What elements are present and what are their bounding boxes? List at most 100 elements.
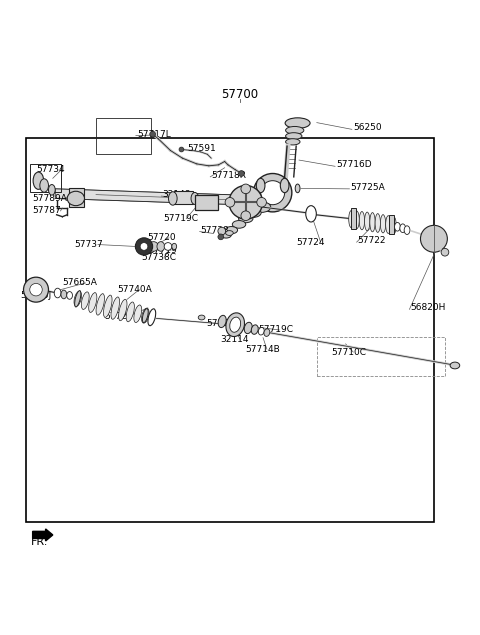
Ellipse shape <box>252 202 271 212</box>
Circle shape <box>30 283 42 296</box>
Ellipse shape <box>380 215 385 233</box>
Ellipse shape <box>225 227 238 234</box>
Circle shape <box>218 227 226 235</box>
Ellipse shape <box>191 192 199 204</box>
Ellipse shape <box>218 316 226 328</box>
Circle shape <box>241 184 251 194</box>
Circle shape <box>229 185 263 219</box>
Ellipse shape <box>286 133 302 140</box>
Ellipse shape <box>280 178 289 192</box>
Text: 57720: 57720 <box>147 233 176 243</box>
Text: 57716D: 57716D <box>336 161 372 170</box>
Ellipse shape <box>370 213 375 232</box>
Circle shape <box>257 197 266 207</box>
Ellipse shape <box>172 243 177 250</box>
Ellipse shape <box>354 211 359 229</box>
Ellipse shape <box>143 309 148 323</box>
Circle shape <box>441 248 449 256</box>
Text: 57725A: 57725A <box>350 184 385 192</box>
Text: 57722: 57722 <box>358 236 386 245</box>
Bar <box>30 164 61 192</box>
Ellipse shape <box>148 309 156 326</box>
Ellipse shape <box>221 232 231 238</box>
Ellipse shape <box>111 297 120 319</box>
Ellipse shape <box>168 192 177 205</box>
Ellipse shape <box>400 224 406 232</box>
Text: 57738: 57738 <box>201 225 229 235</box>
Text: 57591: 57591 <box>187 144 216 153</box>
Text: FR.: FR. <box>31 537 48 547</box>
Ellipse shape <box>264 329 270 337</box>
Ellipse shape <box>306 206 316 222</box>
Ellipse shape <box>96 293 105 315</box>
Ellipse shape <box>348 210 354 228</box>
Circle shape <box>420 225 447 252</box>
Text: 57789A: 57789A <box>33 194 68 203</box>
Ellipse shape <box>375 213 380 232</box>
Text: 57719: 57719 <box>148 246 177 255</box>
Text: 57718R: 57718R <box>211 171 246 180</box>
Text: 56820J: 56820J <box>20 291 51 300</box>
Ellipse shape <box>391 217 396 234</box>
Circle shape <box>24 277 48 302</box>
Ellipse shape <box>89 293 97 312</box>
Ellipse shape <box>40 179 48 192</box>
Ellipse shape <box>54 288 61 298</box>
Ellipse shape <box>230 317 240 332</box>
Bar <box>317 337 445 376</box>
Bar <box>389 215 394 234</box>
Bar <box>26 138 434 521</box>
Circle shape <box>150 131 156 137</box>
Ellipse shape <box>74 291 82 306</box>
Ellipse shape <box>244 323 252 333</box>
Text: 57724: 57724 <box>206 319 235 328</box>
Text: 32148: 32148 <box>162 190 191 199</box>
Text: 56820H: 56820H <box>410 304 446 312</box>
Ellipse shape <box>33 172 44 189</box>
Ellipse shape <box>359 211 365 230</box>
Ellipse shape <box>285 118 310 128</box>
Ellipse shape <box>48 185 55 195</box>
Ellipse shape <box>386 216 391 234</box>
Ellipse shape <box>364 212 370 231</box>
Circle shape <box>253 173 292 212</box>
Text: 57719C: 57719C <box>163 214 198 223</box>
Ellipse shape <box>450 362 460 369</box>
Text: 57717L: 57717L <box>137 130 170 138</box>
Ellipse shape <box>81 292 89 309</box>
Ellipse shape <box>286 126 304 134</box>
Circle shape <box>218 234 224 240</box>
Text: 57722: 57722 <box>105 312 133 321</box>
Ellipse shape <box>104 295 112 318</box>
Ellipse shape <box>404 226 410 234</box>
Ellipse shape <box>286 138 300 145</box>
Text: 57700: 57700 <box>221 88 259 101</box>
Text: 57714B: 57714B <box>245 345 279 354</box>
Ellipse shape <box>142 308 149 323</box>
Ellipse shape <box>134 305 142 323</box>
Circle shape <box>241 211 251 220</box>
Ellipse shape <box>61 290 67 299</box>
Ellipse shape <box>67 191 84 206</box>
Ellipse shape <box>157 242 165 251</box>
Text: 57737: 57737 <box>74 240 103 249</box>
Text: 56250: 56250 <box>353 123 382 133</box>
Text: 57710C: 57710C <box>331 347 366 357</box>
Bar <box>174 190 193 204</box>
Ellipse shape <box>232 220 246 228</box>
Circle shape <box>149 242 158 251</box>
Ellipse shape <box>239 215 253 223</box>
Circle shape <box>239 171 244 177</box>
Text: 57734: 57734 <box>36 165 65 174</box>
Ellipse shape <box>256 178 265 192</box>
Ellipse shape <box>245 208 261 217</box>
Ellipse shape <box>226 231 233 236</box>
Text: 57724: 57724 <box>297 237 325 246</box>
Text: 57665A: 57665A <box>62 278 97 288</box>
Circle shape <box>140 243 148 250</box>
Bar <box>69 188 84 207</box>
Ellipse shape <box>198 315 205 320</box>
Polygon shape <box>55 189 240 204</box>
Circle shape <box>225 197 235 207</box>
Ellipse shape <box>295 184 300 192</box>
